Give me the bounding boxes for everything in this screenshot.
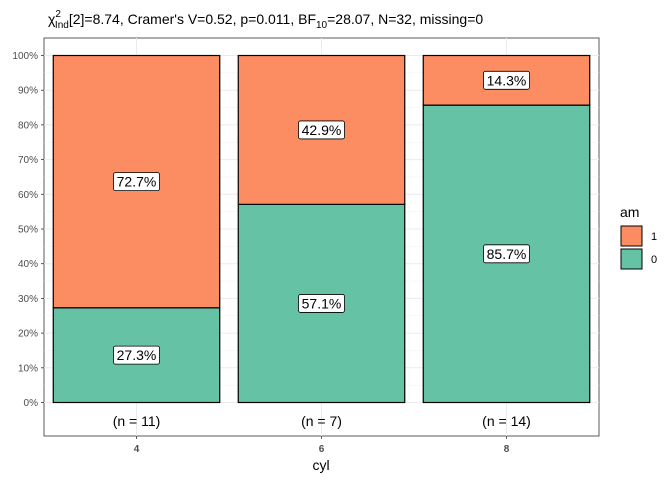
y-tick-label: 70% [18,155,38,166]
y-tick-label: 20% [18,329,38,340]
data-label-box [483,70,530,90]
data-label-text: 27.3% [117,347,157,363]
y-tick-label: 10% [18,363,38,374]
data-label-box [298,294,345,313]
y-tick-label: 80% [18,120,38,131]
data-label-am-1: 72.7% [113,172,160,192]
data-label-text: 42.9% [302,122,342,138]
data-label-text: 14.3% [487,72,527,88]
y-tick-label: 60% [18,190,38,201]
data-label-box [113,172,160,192]
y-tick-label: 90% [18,86,38,97]
y-axis: 0% 10% 20% 30% 40% 50% 60% 70% 80% 90% 100% [12,51,44,409]
data-label-am-1: 42.9% [298,120,345,140]
n-count-label: (n = 11) [113,413,161,429]
title-bf-sub: 10 [316,20,328,31]
title-chi: χ [48,11,56,27]
legend-label-am-0: 0 [651,254,657,266]
x-axis: 4 6 8 [134,436,510,455]
n-count-label: (n = 14) [482,413,531,429]
data-label-box [483,244,530,264]
x-tick-label: 6 [319,444,325,455]
legend-key-am-0 [620,248,643,270]
y-tick-label: 0% [24,398,39,409]
data-label-box [298,120,345,140]
data-label-am-0: 27.3% [113,345,160,365]
bars-layer [52,54,591,404]
y-tick-label: 50% [18,225,38,236]
chart-title: χ2 Ind[2]=8.74, Cramer's V=0.52, p=0.011,… [48,9,483,31]
y-tick-label: 30% [18,294,38,305]
title-chi-sup: 2 [55,9,61,20]
legend: am 1 0 [620,204,657,270]
x-tick-label: 4 [134,444,140,455]
data-labels-layer: 27.3% 72.7% (n = 11) 57.1% 42.9% (n = 7) 85.7%… [113,70,531,429]
y-tick-label: 100% [12,51,38,62]
title-rest: =28.07, N=32, missing=0 [327,11,483,27]
data-label-text: 85.7% [487,246,527,262]
title-chi-sub: Ind [55,20,69,31]
data-label-am-1: 14.3% [483,70,530,90]
data-label-text: 57.1% [302,295,342,311]
x-tick-label: 8 [504,444,510,455]
legend-title: am [620,204,639,220]
y-tick-label: 40% [18,259,38,270]
n-count-label: (n = 7) [301,413,342,429]
legend-key-am-1 [620,225,643,247]
data-label-box [113,345,160,365]
x-axis-label: cyl [312,457,329,473]
data-label-am-0: 85.7% [483,244,530,264]
legend-label-am-1: 1 [651,231,657,243]
data-label-text: 72.7% [117,174,157,190]
data-label-am-0: 57.1% [298,294,345,313]
title-df: [2]=8.74, Cramer's V=0.52, p=0.011, BF [69,11,316,27]
